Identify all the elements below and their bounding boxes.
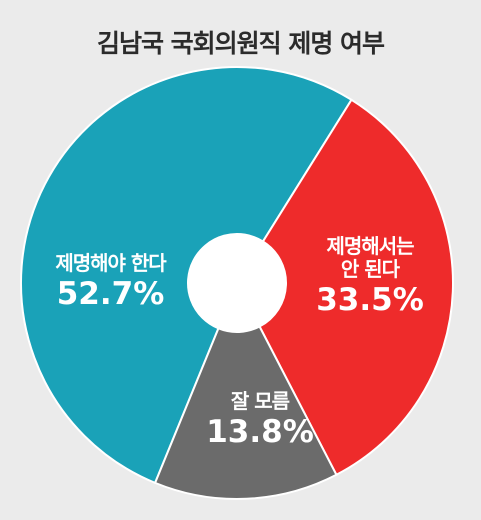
slice-value: 13.8% — [206, 414, 314, 450]
slice-name-line-2: 안 된다 — [340, 257, 400, 281]
slice-label-support: 제명해야 한다 52.7% — [28, 252, 193, 313]
slice-label-oppose: 제명해서는 안 된다 33.5% — [300, 235, 440, 319]
slice-value: 52.7% — [56, 276, 165, 312]
donut-hole — [188, 234, 286, 332]
slice-name-line-1: 제명해서는 — [326, 234, 415, 258]
slice-label-unsure: 잘 모름 13.8% — [195, 390, 325, 451]
slice-unsure — [153, 325, 338, 500]
chart-title: 김남국 국회의원직 제명 여부 — [96, 29, 385, 58]
slice-name: 제명해야 한다 — [55, 251, 166, 275]
slice-value: 33.5% — [316, 282, 424, 318]
slice-name: 잘 모름 — [230, 389, 290, 413]
